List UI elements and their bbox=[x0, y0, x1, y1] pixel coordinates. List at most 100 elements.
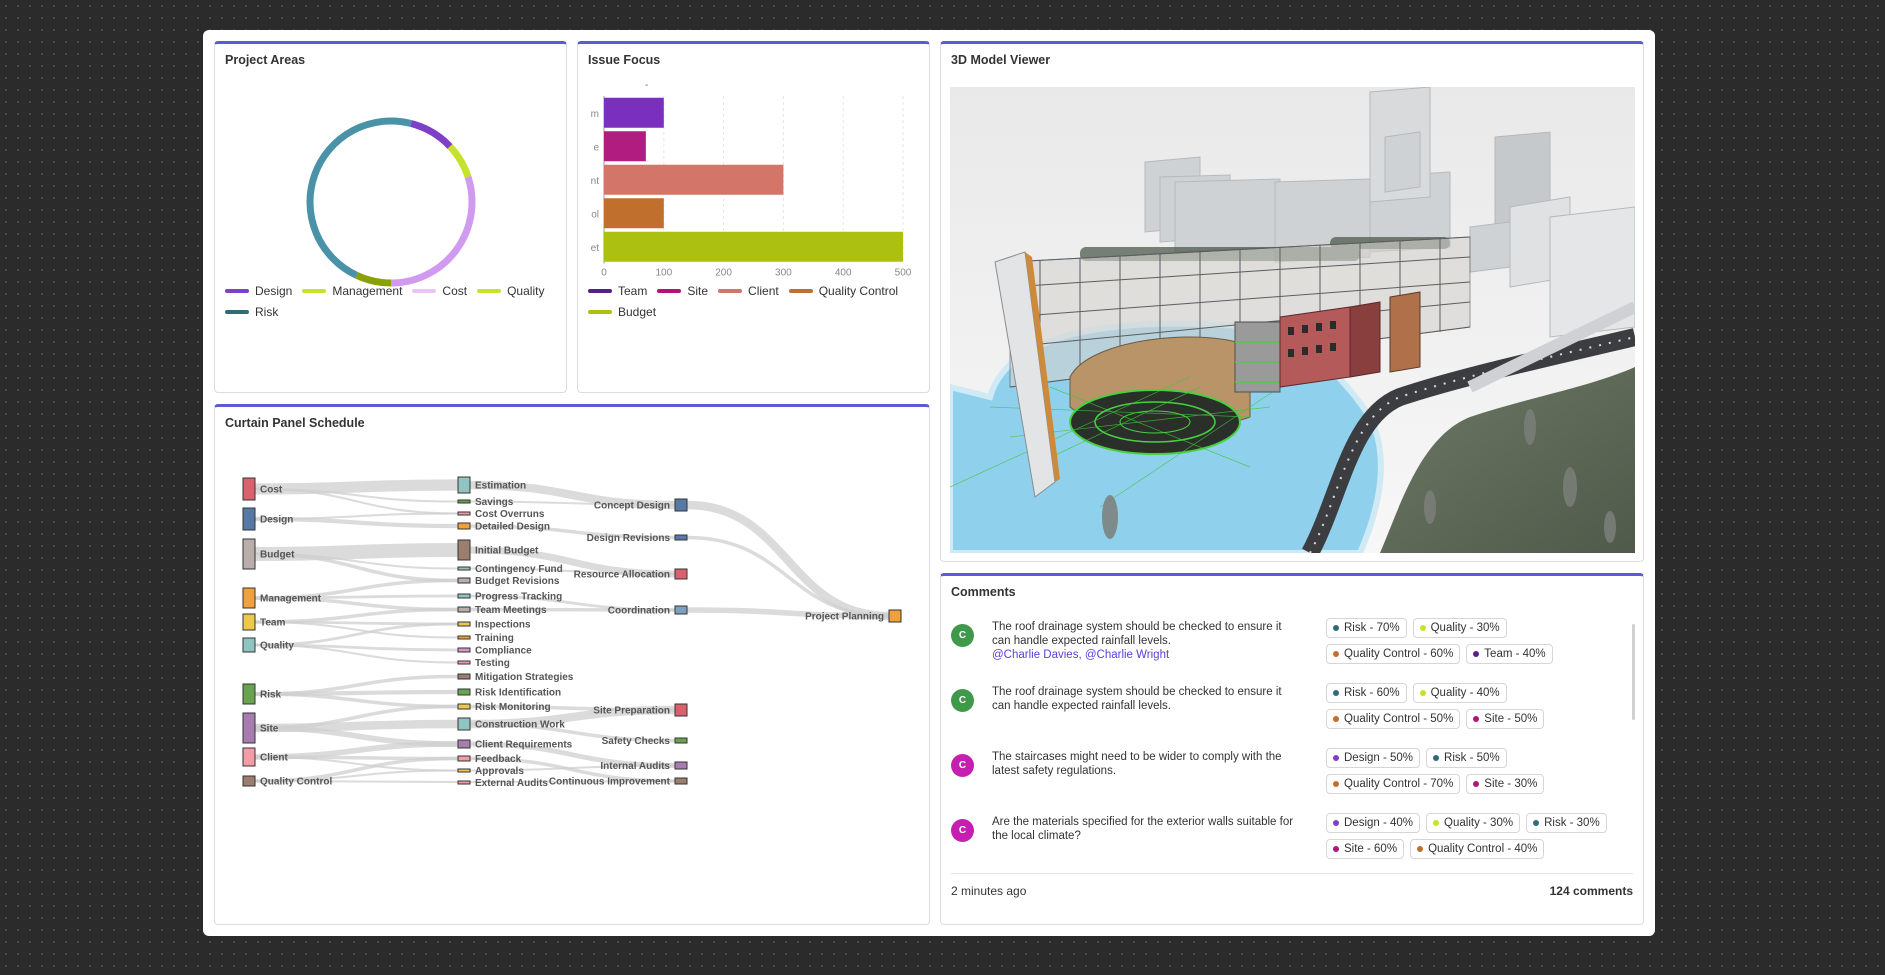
sankey-node[interactable]: Mitigation Strategies bbox=[457, 672, 574, 683]
sankey-link[interactable] bbox=[254, 643, 459, 664]
category-tag[interactable]: Site - 30% bbox=[1466, 774, 1545, 794]
sankey-link[interactable] bbox=[469, 500, 676, 507]
sankey-node[interactable]: Site Preparation bbox=[593, 703, 688, 717]
donut-slice-design[interactable] bbox=[410, 120, 453, 149]
sankey-node[interactable]: Team bbox=[242, 613, 285, 631]
comment-item[interactable]: C The roof drainage system should be chec… bbox=[951, 618, 1641, 683]
bar[interactable] bbox=[604, 198, 664, 229]
legend-item[interactable]: Budget bbox=[588, 305, 656, 319]
sankey-link[interactable] bbox=[254, 512, 459, 521]
category-tag[interactable]: Site - 60% bbox=[1326, 839, 1405, 859]
category-tag[interactable]: Quality - 30% bbox=[1426, 813, 1521, 833]
legend-item[interactable]: Management bbox=[302, 284, 402, 298]
sankey-node[interactable]: Budget bbox=[242, 538, 295, 570]
sankey-node[interactable]: Resource Allocation bbox=[574, 568, 688, 581]
sankey-node[interactable]: Management bbox=[242, 587, 322, 609]
category-tag[interactable]: Quality Control - 70% bbox=[1326, 774, 1461, 794]
comment-item[interactable]: C The staircases might need to be wider t… bbox=[951, 748, 1641, 813]
sankey-node[interactable]: Quality Control bbox=[242, 775, 332, 788]
legend-item[interactable]: Risk bbox=[225, 305, 278, 319]
sankey-link[interactable] bbox=[254, 607, 459, 624]
sankey-link[interactable] bbox=[254, 552, 459, 583]
sankey-link[interactable] bbox=[469, 567, 676, 576]
bar[interactable] bbox=[604, 97, 664, 128]
category-tag[interactable]: Risk - 60% bbox=[1326, 683, 1407, 703]
category-tag[interactable]: Team - 40% bbox=[1466, 644, 1553, 664]
sankey-link[interactable] bbox=[254, 578, 459, 600]
sankey-node[interactable]: Continuous Improvement bbox=[549, 777, 688, 788]
sankey-node[interactable]: External Audits bbox=[457, 778, 548, 789]
category-tag[interactable]: Design - 40% bbox=[1326, 813, 1421, 833]
sankey-node[interactable]: Compliance bbox=[457, 646, 532, 657]
sankey-node[interactable]: Site bbox=[242, 712, 279, 744]
sankey-link[interactable] bbox=[254, 756, 459, 783]
sankey-node[interactable]: Safety Checks bbox=[602, 736, 688, 747]
legend-item[interactable]: Team bbox=[588, 284, 647, 298]
sankey-node[interactable]: Design Revisions bbox=[587, 533, 688, 544]
sankey-link[interactable] bbox=[469, 741, 676, 768]
sankey-node[interactable]: Design bbox=[242, 507, 293, 531]
sankey-node[interactable]: Training bbox=[457, 633, 514, 644]
category-tag[interactable]: Quality - 30% bbox=[1412, 618, 1507, 638]
sankey-node[interactable]: Client bbox=[242, 747, 288, 767]
model-viewport[interactable] bbox=[950, 87, 1635, 553]
sankey-node[interactable]: Contingency Fund bbox=[457, 564, 563, 575]
category-tag[interactable]: Quality Control - 60% bbox=[1326, 644, 1461, 664]
sankey-node[interactable]: Concept Design bbox=[594, 498, 688, 512]
sankey-link[interactable] bbox=[686, 500, 890, 621]
sankey-node[interactable]: Coordination bbox=[608, 605, 688, 617]
legend-item[interactable]: Quality bbox=[477, 284, 544, 298]
sankey-node[interactable]: Risk bbox=[242, 683, 282, 705]
sankey-node[interactable]: Initial Budget bbox=[457, 539, 539, 561]
sankey-link[interactable] bbox=[469, 756, 676, 783]
sankey-node[interactable]: Internal Audits bbox=[600, 761, 688, 772]
sankey-node[interactable]: Team Meetings bbox=[457, 605, 547, 616]
comment-mentions[interactable]: @Charlie Davies, @Charlie Wright bbox=[992, 649, 1170, 661]
bar[interactable] bbox=[604, 231, 903, 262]
legend-item[interactable]: Site bbox=[657, 284, 708, 298]
category-tag[interactable]: Site - 50% bbox=[1466, 709, 1545, 729]
category-tag[interactable]: Quality - 40% bbox=[1412, 683, 1507, 703]
donut-slice-risk[interactable] bbox=[306, 117, 412, 279]
category-tag[interactable]: Risk - 50% bbox=[1426, 748, 1507, 768]
legend-item[interactable]: Cost bbox=[412, 284, 467, 298]
category-tag[interactable]: Risk - 70% bbox=[1326, 618, 1407, 638]
sankey-node[interactable]: Detailed Design bbox=[457, 522, 550, 533]
sankey-link[interactable] bbox=[254, 620, 459, 639]
sankey-link[interactable] bbox=[686, 607, 890, 619]
category-tag[interactable]: Quality Control - 40% bbox=[1410, 839, 1545, 859]
legend-item[interactable]: Quality Control bbox=[788, 284, 898, 298]
sankey-node[interactable]: Cost bbox=[242, 477, 283, 501]
bar[interactable] bbox=[604, 164, 784, 195]
sankey-node[interactable]: Savings bbox=[457, 497, 514, 508]
donut-slice-quality[interactable] bbox=[355, 272, 392, 287]
category-tag[interactable]: Quality Control - 50% bbox=[1326, 709, 1461, 729]
bar[interactable] bbox=[604, 131, 646, 162]
sankey-node[interactable]: Approvals bbox=[457, 766, 524, 777]
donut-slice-cost[interactable] bbox=[391, 175, 476, 287]
comment-item[interactable]: C Are the materials specified for the ext… bbox=[951, 813, 1641, 878]
sankey-node[interactable]: Risk Monitoring bbox=[457, 702, 551, 713]
sankey-node[interactable]: Feedback bbox=[457, 754, 522, 765]
sankey-node[interactable]: Budget Revisions bbox=[457, 576, 560, 587]
sankey-node[interactable]: Testing bbox=[457, 658, 510, 669]
sankey-link[interactable] bbox=[469, 524, 676, 540]
sankey-link[interactable] bbox=[686, 535, 890, 618]
sankey-link[interactable] bbox=[254, 487, 459, 515]
sankey-node[interactable]: Inspections bbox=[457, 620, 531, 631]
sankey-node[interactable]: Client Requirements bbox=[457, 739, 573, 751]
sankey-node[interactable]: Construction Work bbox=[457, 717, 565, 731]
sankey-node[interactable]: Cost Overruns bbox=[457, 509, 545, 520]
comments-scrollbar[interactable] bbox=[1632, 624, 1635, 720]
sankey-node[interactable]: Estimation bbox=[457, 476, 526, 494]
sankey-node[interactable]: Risk Identification bbox=[457, 688, 561, 699]
comment-item[interactable]: C The roof drainage system should be chec… bbox=[951, 683, 1641, 748]
sankey-node[interactable]: Progress Tracking bbox=[457, 592, 562, 603]
sankey-link[interactable] bbox=[469, 722, 676, 743]
donut-slice-management[interactable] bbox=[447, 144, 472, 179]
sankey-link[interactable] bbox=[469, 780, 676, 783]
sankey-node[interactable]: Quality bbox=[242, 637, 294, 653]
legend-item[interactable]: Design bbox=[225, 284, 292, 298]
sankey-link[interactable] bbox=[254, 692, 459, 709]
sankey-link[interactable] bbox=[254, 725, 459, 747]
